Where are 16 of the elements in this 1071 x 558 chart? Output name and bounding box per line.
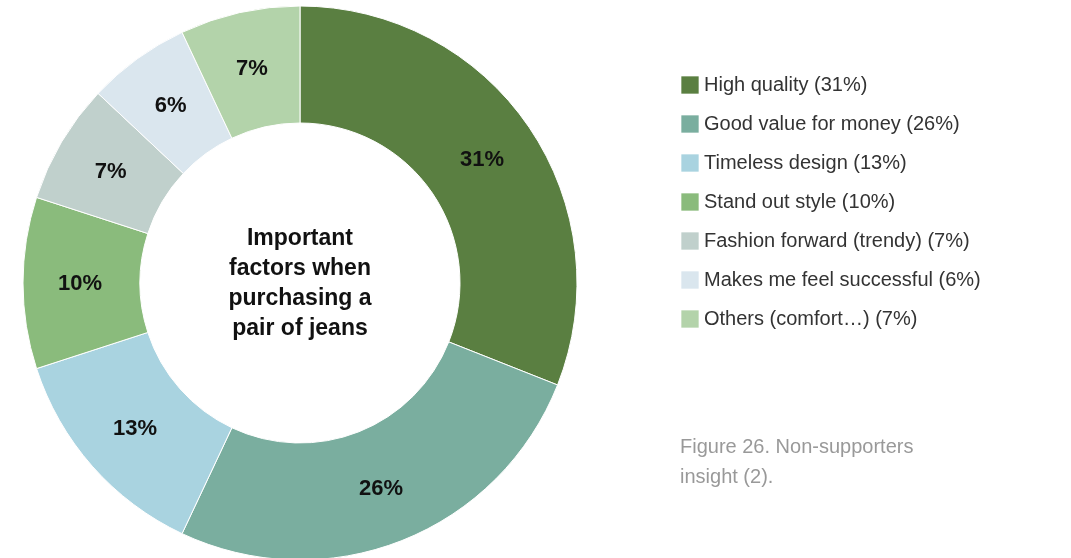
legend-label: Others (comfort…) (7%) bbox=[704, 307, 918, 329]
caption: Figure 26. Non-supporters insight (2). bbox=[680, 435, 914, 487]
data-label: 31% bbox=[459, 146, 504, 172]
data-label: 7% bbox=[94, 158, 127, 184]
legend-label: Stand out style (10%) bbox=[704, 190, 896, 212]
data-label: 6% bbox=[154, 92, 187, 118]
legend-label: High quality (31%) bbox=[704, 73, 868, 95]
data-label: 13% bbox=[112, 415, 157, 441]
legend-label: Good value for money (26%) bbox=[704, 112, 960, 134]
legend-label: Makes me feel successful (6%) bbox=[704, 268, 981, 290]
text: Important factors when purchasing a pair of jeans bbox=[228, 224, 372, 340]
data-label: 26% bbox=[358, 474, 404, 500]
data-label: 7% bbox=[236, 55, 268, 81]
legend-label: Timeless design (13%) bbox=[704, 151, 907, 173]
data-label: 10% bbox=[57, 270, 103, 295]
legend-label: Fashion forward (trendy) (7%) bbox=[704, 229, 970, 251]
